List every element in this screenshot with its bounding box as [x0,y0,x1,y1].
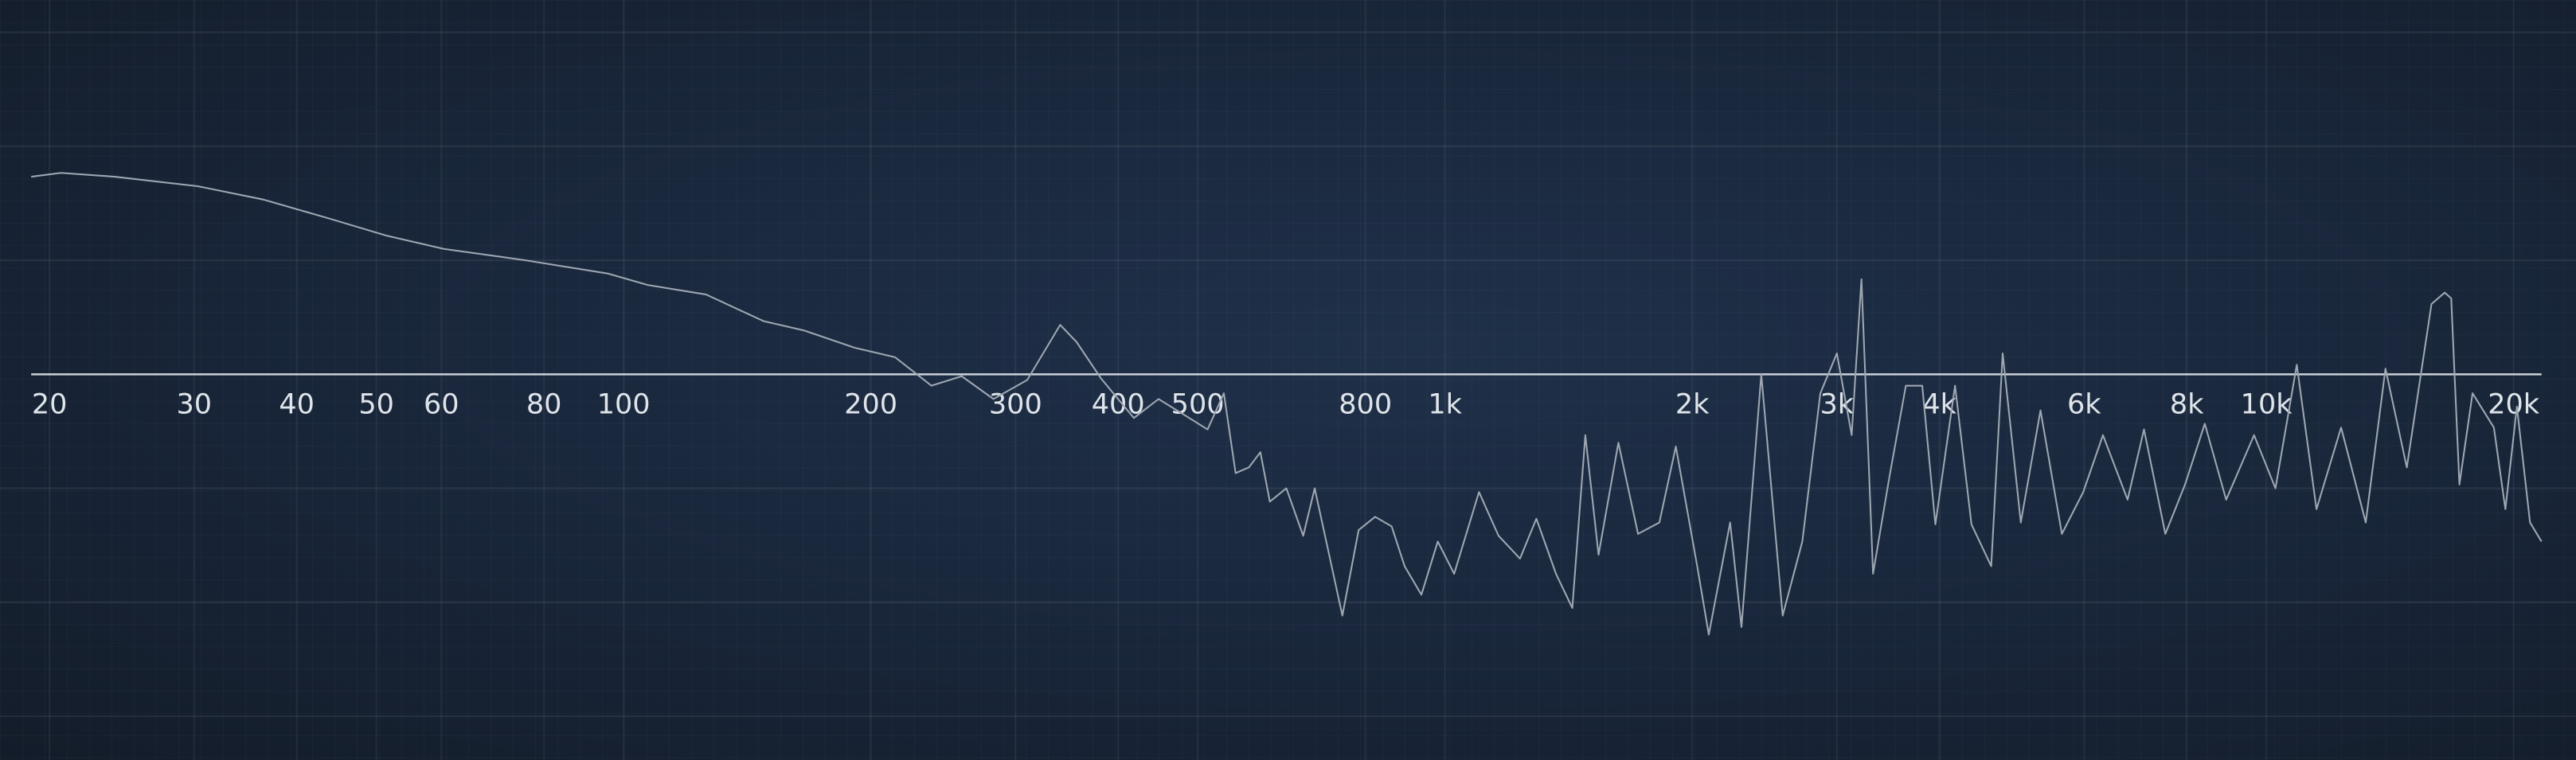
x-tick-label: 20 [32,388,68,421]
x-tick-label: 3k [1820,388,1855,421]
x-tick-label: 400 [1092,388,1145,421]
x-tick-label: 50 [358,388,394,421]
x-tick-label: 800 [1339,388,1392,421]
x-tick-label: 30 [177,388,213,421]
x-tick-label: 8k [2170,388,2204,421]
x-tick-label: 1k [1428,388,1462,421]
x-tick-label: 100 [597,388,651,421]
x-tick-label: 40 [279,388,315,421]
x-tick-label: 500 [1171,388,1225,421]
x-tick-label: 300 [989,388,1042,421]
x-tick-label: 10k [2241,388,2293,421]
x-tick-label: 80 [526,388,562,421]
x-tick-label: 6k [2067,388,2101,421]
x-tick-label: 20k [2488,388,2540,421]
x-tick-label: 200 [844,388,897,421]
x-tick-label: 2k [1675,388,1710,421]
x-tick-label: 60 [424,388,459,421]
spectrum-line [31,172,2543,636]
